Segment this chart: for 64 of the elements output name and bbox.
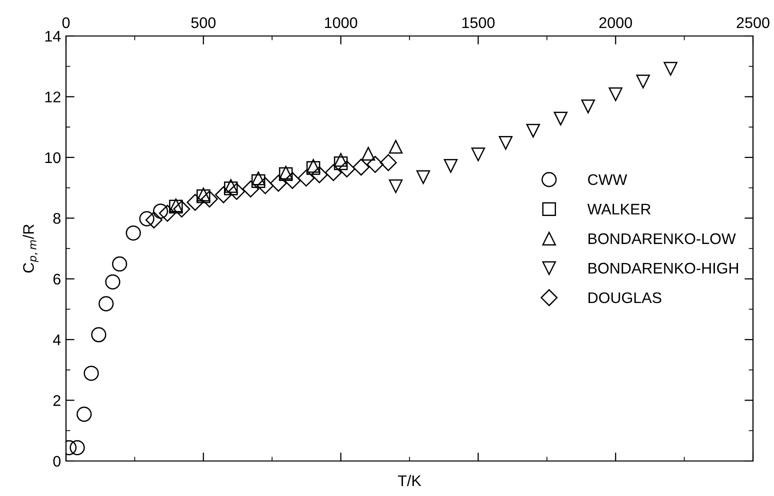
point [636, 74, 650, 88]
point [581, 100, 595, 114]
point [91, 327, 106, 342]
legend-label: DOUGLAS [588, 292, 662, 304]
y-tick-label: 8 [53, 213, 60, 224]
legend-label: BONDARENKO-HIGH [588, 262, 738, 274]
point [310, 166, 328, 184]
point [338, 160, 356, 178]
point [126, 225, 141, 241]
point [105, 274, 120, 290]
point [228, 182, 246, 200]
x-tick-label: 500 [191, 17, 216, 28]
point [471, 148, 486, 162]
point [139, 211, 154, 226]
point [145, 211, 162, 228]
x-tick-label: 0 [62, 17, 70, 28]
point [608, 87, 622, 102]
y-tick-label: 10 [45, 152, 61, 164]
point [84, 366, 99, 381]
point [186, 194, 204, 211]
point [284, 172, 301, 189]
point [664, 62, 678, 76]
point [70, 440, 85, 456]
x-tick-label: 1500 [462, 17, 495, 28]
point [298, 170, 315, 187]
point [388, 140, 403, 154]
x-tick-label: 2500 [736, 17, 770, 28]
point [416, 170, 430, 184]
x-tick-label: 2000 [599, 17, 632, 28]
point [352, 158, 370, 176]
legend-label: CWW [588, 174, 628, 186]
point [554, 112, 568, 126]
y-tick-label: 14 [45, 31, 61, 42]
point [200, 190, 218, 208]
point [214, 186, 232, 204]
point [324, 164, 342, 182]
point [444, 159, 458, 173]
point [112, 256, 128, 272]
point [388, 179, 403, 194]
point [158, 204, 176, 222]
x-tick-label: 1000 [324, 17, 358, 28]
y-tick-label: 6 [53, 274, 60, 285]
point [76, 406, 92, 422]
point [498, 136, 513, 150]
point [173, 200, 190, 218]
point [334, 156, 348, 170]
y-tick-label: 12 [45, 92, 60, 102]
point [361, 146, 376, 161]
x-axis-title: T/K [398, 474, 422, 486]
point [366, 156, 384, 173]
y-tick-label: 4 [52, 334, 61, 346]
legend-label: WALKER [587, 204, 651, 214]
legend-label: BONDARENKO-LOW [588, 233, 736, 244]
y-tick-label: 2 [53, 395, 60, 406]
point [334, 152, 348, 167]
point [380, 154, 397, 172]
point [256, 177, 274, 194]
point [242, 180, 260, 198]
point [98, 296, 114, 312]
point [152, 204, 168, 219]
point [526, 124, 540, 138]
y-tick-label: 0 [53, 456, 61, 467]
point [270, 174, 287, 192]
y-axis-title: C$_{p,m}$/R [22, 224, 39, 273]
